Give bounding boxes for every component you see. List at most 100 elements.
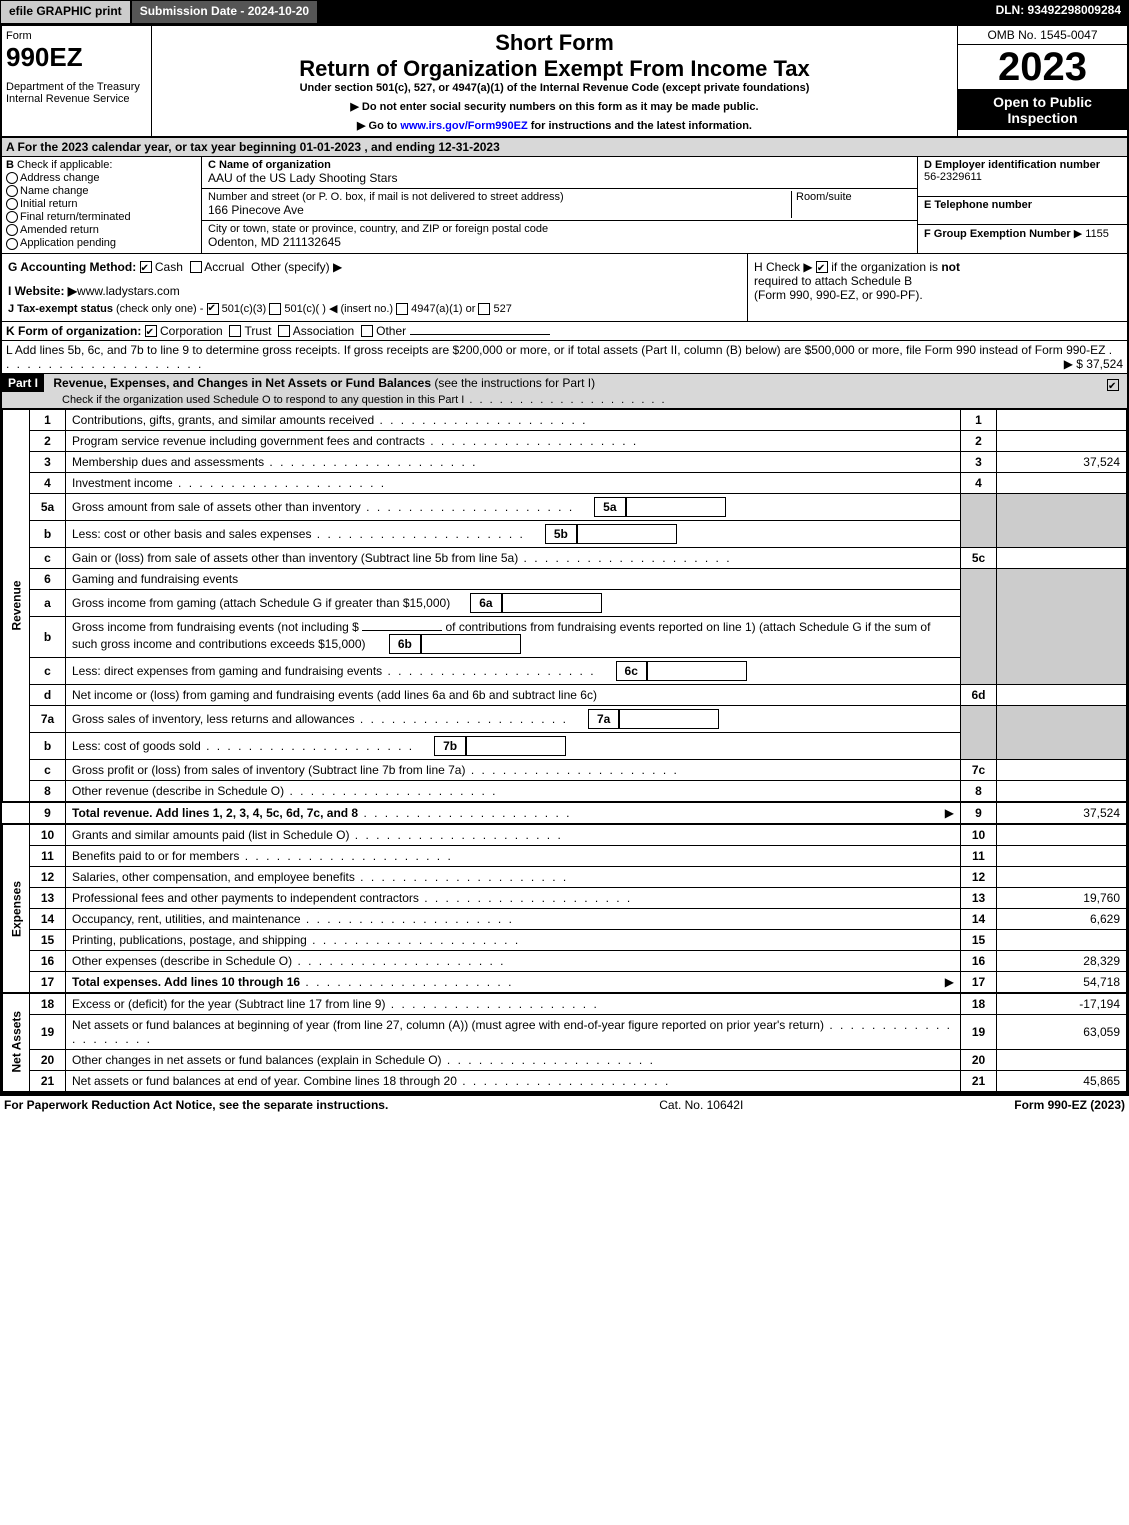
cb-schedule-o[interactable]: [1107, 379, 1119, 391]
website-label: I Website: ▶: [8, 284, 77, 298]
row-a: A For the 2023 calendar year, or tax yea…: [2, 138, 1127, 157]
table-row: 2Program service revenue including gover…: [3, 430, 1127, 451]
footer-catno: Cat. No. 10642I: [388, 1098, 1014, 1112]
table-row: dNet income or (loss) from gaming and fu…: [3, 684, 1127, 705]
table-row: bGross income from fundraising events (n…: [3, 616, 1127, 657]
cb-501c3[interactable]: [207, 303, 219, 315]
4947-label: 4947(a)(1) or: [411, 303, 475, 315]
city-value: Odenton, MD 211132645: [208, 235, 341, 249]
h-txt4: (Form 990, 990-EZ, or 990-PF).: [754, 288, 923, 302]
table-row: aGross income from gaming (attach Schedu…: [3, 589, 1127, 616]
corp-label: Corporation: [160, 324, 223, 338]
irs-link[interactable]: www.irs.gov/Form990EZ: [400, 120, 527, 132]
website-value[interactable]: www.ladystars.com: [77, 284, 180, 298]
f-cell: F Group Exemption Number ▶ 1155: [918, 225, 1127, 253]
line13-amt: 19,760: [997, 887, 1127, 908]
expenses-section-label: Expenses: [3, 824, 30, 993]
other-label: Other (specify) ▶: [251, 260, 342, 274]
cb-initial-return[interactable]: Initial return: [6, 198, 197, 210]
room-label: Room/suite: [796, 191, 852, 203]
table-row: 16Other expenses (describe in Schedule O…: [3, 950, 1127, 971]
c-city-label: City or town, state or province, country…: [208, 223, 548, 235]
cb-schedule-b[interactable]: [816, 261, 828, 273]
line18-amt: -17,194: [997, 993, 1127, 1015]
table-row: Expenses 10Grants and similar amounts pa…: [3, 824, 1127, 846]
line17-amt: 54,718: [997, 971, 1127, 993]
table-row: 5aGross amount from sale of assets other…: [3, 493, 1127, 520]
other-org-input[interactable]: [410, 334, 550, 335]
line16-amt: 28,329: [997, 950, 1127, 971]
table-row: 19Net assets or fund balances at beginni…: [3, 1014, 1127, 1049]
cb-cash[interactable]: [140, 261, 152, 273]
cb-accrual[interactable]: [190, 261, 202, 273]
cb-501c[interactable]: [269, 303, 281, 315]
irs-label: Internal Revenue Service: [6, 93, 147, 105]
footer-right: Form 990-EZ (2023): [1014, 1098, 1125, 1112]
table-row: 6Gaming and fundraising events: [3, 568, 1127, 589]
cb-application-pending[interactable]: Application pending: [6, 237, 197, 249]
c-street-label: Number and street (or P. O. box, if mail…: [208, 191, 564, 203]
h-not: not: [941, 260, 960, 274]
table-row: Revenue 1 Contributions, gifts, grants, …: [3, 409, 1127, 430]
cb-corporation[interactable]: [145, 325, 157, 337]
submission-date-button[interactable]: Submission Date - 2024-10-20: [131, 0, 318, 24]
cb-address-change[interactable]: Address change: [6, 172, 197, 184]
g-accounting: G Accounting Method: Cash Accrual Other …: [2, 254, 747, 321]
goto-note: ▶ Go to www.irs.gov/Form990EZ for instru…: [160, 119, 949, 132]
cb-trust[interactable]: [229, 325, 241, 337]
header-right: OMB No. 1545-0047 2023 Open to Public In…: [957, 26, 1127, 136]
c-name-label: C Name of organization: [208, 159, 331, 171]
goto-post: for instructions and the latest informat…: [528, 120, 752, 132]
table-row: 20Other changes in net assets or fund ba…: [3, 1049, 1127, 1070]
h-schedule-b: H Check ▶ if the organization is not req…: [747, 254, 1127, 321]
efile-print-button[interactable]: efile GRAPHIC print: [0, 0, 131, 24]
row-l: L Add lines 5b, 6c, and 7b to line 9 to …: [2, 341, 1127, 373]
topbar: efile GRAPHIC print Submission Date - 20…: [0, 0, 1129, 24]
h-txt1: H Check ▶: [754, 260, 813, 274]
goto-pre: ▶ Go to: [357, 120, 400, 132]
table-row: cLess: direct expenses from gaming and f…: [3, 657, 1127, 684]
omb-number: OMB No. 1545-0047: [958, 26, 1127, 45]
cb-other-org[interactable]: [361, 325, 373, 337]
table-row: cGross profit or (loss) from sales of in…: [3, 759, 1127, 780]
part1-title: Revenue, Expenses, and Changes in Net As…: [53, 376, 431, 390]
cb-4947[interactable]: [396, 303, 408, 315]
table-row: bLess: cost or other basis and sales exp…: [3, 520, 1127, 547]
return-title: Return of Organization Exempt From Incom…: [160, 56, 949, 82]
assoc-label: Association: [293, 324, 354, 338]
527-label: 527: [494, 303, 512, 315]
open-to-public: Open to Public Inspection: [958, 90, 1127, 130]
j-label: J Tax-exempt status: [8, 303, 113, 315]
form-header: Form 990EZ Department of the Treasury In…: [2, 26, 1127, 138]
accrual-label: Accrual: [204, 260, 244, 274]
form-word: Form: [6, 30, 147, 42]
header-center: Short Form Return of Organization Exempt…: [152, 26, 957, 136]
part1-title2: (see the instructions for Part I): [434, 376, 595, 390]
line3-amt: 37,524: [997, 451, 1127, 472]
cb-association[interactable]: [278, 325, 290, 337]
part1-table: Revenue 1 Contributions, gifts, grants, …: [2, 409, 1127, 1092]
cb-527[interactable]: [478, 303, 490, 315]
col-c: C Name of organization AAU of the US Lad…: [202, 157, 917, 253]
table-row: cGain or (loss) from sale of assets othe…: [3, 547, 1127, 568]
table-row: 14Occupancy, rent, utilities, and mainte…: [3, 908, 1127, 929]
501c-label: 501(c)( ) ◀ (insert no.): [284, 303, 393, 315]
h-txt3: required to attach Schedule B: [754, 274, 912, 288]
dln-label: DLN: 93492298009284: [988, 0, 1129, 24]
h-txt2: if the organization is: [831, 260, 941, 274]
cb-amended-return[interactable]: Amended return: [6, 224, 197, 236]
g-label: G Accounting Method:: [8, 260, 136, 274]
line1-desc: Contributions, gifts, grants, and simila…: [66, 409, 961, 430]
cb-final-return[interactable]: Final return/terminated: [6, 211, 197, 223]
table-row: 7aGross sales of inventory, less returns…: [3, 705, 1127, 732]
short-form-title: Short Form: [160, 30, 949, 56]
street-address: 166 Pinecove Ave: [208, 203, 304, 217]
cb-name-change[interactable]: Name change: [6, 185, 197, 197]
table-row: 21Net assets or fund balances at end of …: [3, 1070, 1127, 1091]
line21-amt: 45,865: [997, 1070, 1127, 1091]
c-city-cell: City or town, state or province, country…: [202, 221, 917, 252]
table-row: bLess: cost of goods sold7b: [3, 732, 1127, 759]
table-row: 17Total expenses. Add lines 10 through 1…: [3, 971, 1127, 993]
other-org-label: Other: [376, 324, 406, 338]
section-bcde: B Check if applicable: Address change Na…: [2, 157, 1127, 254]
